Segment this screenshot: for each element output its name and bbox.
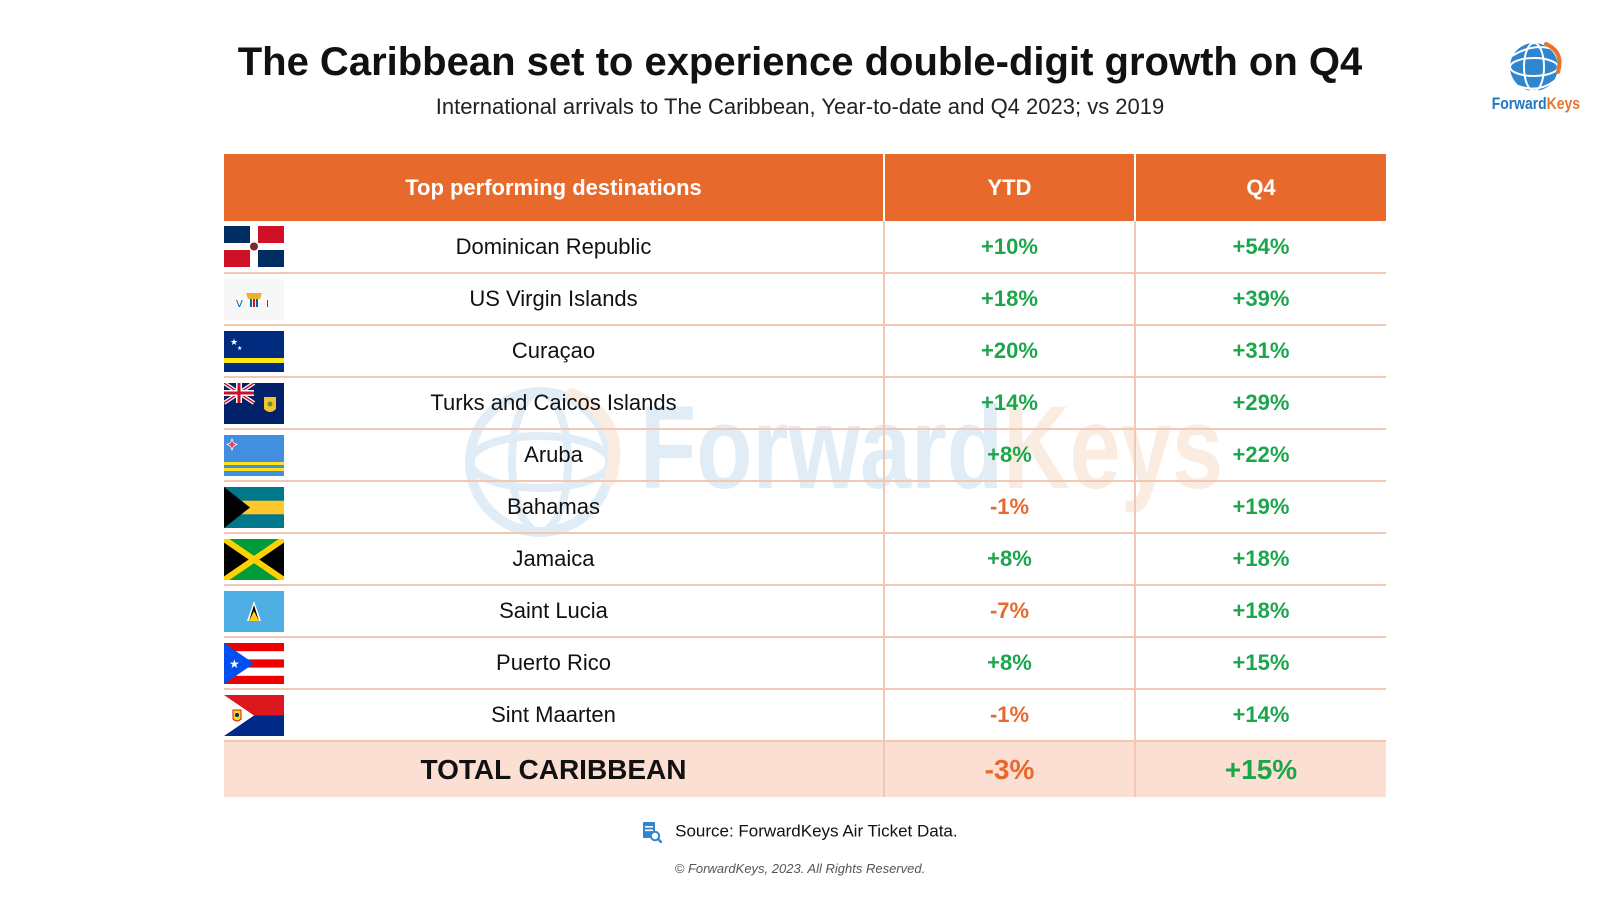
total-q4-value: +15% bbox=[1134, 741, 1386, 797]
ytd-value: +8% bbox=[883, 429, 1135, 482]
q4-value: +39% bbox=[1134, 273, 1386, 326]
globe-icon bbox=[1509, 42, 1562, 92]
destination-name: US Virgin Islands bbox=[469, 286, 638, 311]
puerto-rico-flag-icon: ★ bbox=[224, 643, 284, 684]
ytd-value: +8% bbox=[883, 637, 1135, 690]
q4-value: +19% bbox=[1134, 481, 1386, 534]
aruba-flag-icon bbox=[224, 435, 284, 476]
q4-value: +54% bbox=[1134, 221, 1386, 274]
ytd-value: +10% bbox=[883, 221, 1135, 274]
source-note: Source: ForwardKeys Air Ticket Data. bbox=[0, 821, 1600, 843]
column-header-destinations: Top performing destinations bbox=[224, 154, 884, 221]
destination-name: Dominican Republic bbox=[455, 233, 652, 259]
destination-cell: Sint Maarten bbox=[224, 689, 884, 742]
q4-value: +15% bbox=[1134, 637, 1386, 690]
q4-value: +29% bbox=[1134, 377, 1386, 430]
svg-text:★: ★ bbox=[230, 338, 238, 348]
destination-cell: Turks and Caicos Islands bbox=[224, 377, 884, 430]
total-row: TOTAL CARIBBEAN -3% +15% bbox=[224, 741, 1386, 797]
destination-name: Curaçao bbox=[511, 338, 596, 363]
chart-title: The Caribbean set to experience double-d… bbox=[237, 40, 1363, 84]
table-row: V I US Virgin Islands +18% +39% bbox=[224, 273, 1386, 326]
destinations-table: Top performing destinations YTD Q4 Domin… bbox=[224, 154, 1386, 797]
column-header-ytd: YTD bbox=[883, 154, 1135, 221]
table-row: Bahamas -1% +19% bbox=[224, 481, 1386, 534]
destination-cell: Dominican Republic bbox=[224, 221, 884, 274]
logo-text-keys: Keys bbox=[1546, 94, 1581, 113]
svg-text:★: ★ bbox=[237, 345, 242, 352]
q4-value: +14% bbox=[1134, 689, 1386, 742]
ytd-value: -7% bbox=[883, 585, 1135, 638]
destination-name: Bahamas bbox=[507, 494, 600, 519]
jamaica-flag-icon bbox=[224, 539, 284, 580]
chart-subtitle: International arrivals to The Caribbean,… bbox=[435, 94, 1165, 119]
table-row: ★ ★ Curaçao +20% +31% bbox=[224, 325, 1386, 378]
sint-maarten-flag-icon bbox=[224, 695, 284, 736]
dominican-republic-flag-icon bbox=[224, 226, 284, 267]
destination-name: Sint Maarten bbox=[491, 702, 616, 727]
destination-name: Aruba bbox=[524, 442, 583, 467]
q4-value: +31% bbox=[1134, 325, 1386, 378]
table-row: Jamaica +8% +18% bbox=[224, 533, 1386, 586]
q4-value: +18% bbox=[1134, 533, 1386, 586]
destination-cell: Aruba bbox=[224, 429, 884, 482]
turks-and-caicos-flag-icon bbox=[224, 383, 284, 424]
q4-value: +22% bbox=[1134, 429, 1386, 482]
table-row: ★ Puerto Rico +8% +15% bbox=[224, 637, 1386, 690]
svg-text:★: ★ bbox=[229, 657, 240, 671]
document-search-icon bbox=[643, 822, 663, 843]
table-row: Dominican Republic +10% +54% bbox=[224, 221, 1386, 274]
column-header-q4: Q4 bbox=[1134, 154, 1386, 221]
table-row: Sint Maarten -1% +14% bbox=[224, 689, 1386, 742]
us-virgin-islands-flag-icon: V I bbox=[224, 279, 284, 320]
svg-text:V: V bbox=[236, 299, 243, 310]
bahamas-flag-icon bbox=[224, 487, 284, 528]
ytd-value: +18% bbox=[883, 273, 1135, 326]
ytd-value: -1% bbox=[883, 481, 1135, 534]
destination-cell: V I US Virgin Islands bbox=[224, 273, 884, 326]
ytd-value: -1% bbox=[883, 689, 1135, 742]
curacao-flag-icon: ★ ★ bbox=[224, 331, 284, 372]
destination-name: Puerto Rico bbox=[496, 650, 611, 675]
total-label: TOTAL CARIBBEAN bbox=[224, 741, 884, 797]
q4-value: +18% bbox=[1134, 585, 1386, 638]
forwardkeys-logo: ForwardKeys bbox=[1478, 38, 1594, 114]
copyright-text: © ForwardKeys, 2023. All Rights Reserved… bbox=[674, 861, 926, 876]
total-ytd-value: -3% bbox=[883, 741, 1135, 797]
table-row: Turks and Caicos Islands +14% +29% bbox=[224, 377, 1386, 430]
ytd-value: +20% bbox=[883, 325, 1135, 378]
svg-text:I: I bbox=[266, 299, 269, 310]
table-row: Saint Lucia -7% +18% bbox=[224, 585, 1386, 638]
destination-name: Saint Lucia bbox=[499, 598, 608, 623]
destination-cell: Bahamas bbox=[224, 481, 884, 534]
table-header-row: Top performing destinations YTD Q4 bbox=[224, 154, 1386, 221]
ytd-value: +8% bbox=[883, 533, 1135, 586]
source-text: Source: ForwardKeys Air Ticket Data. bbox=[675, 821, 958, 841]
destination-cell: Jamaica bbox=[224, 533, 884, 586]
destination-name: Jamaica bbox=[512, 546, 595, 571]
logo-text-forward: Forward bbox=[1491, 94, 1547, 113]
saint-lucia-flag-icon bbox=[224, 591, 284, 632]
destination-cell: Saint Lucia bbox=[224, 585, 884, 638]
destination-cell: ★ ★ Curaçao bbox=[224, 325, 884, 378]
destination-name: Turks and Caicos Islands bbox=[430, 390, 677, 415]
ytd-value: +14% bbox=[883, 377, 1135, 430]
destination-cell: ★ Puerto Rico bbox=[224, 637, 884, 690]
table-row: Aruba +8% +22% bbox=[224, 429, 1386, 482]
